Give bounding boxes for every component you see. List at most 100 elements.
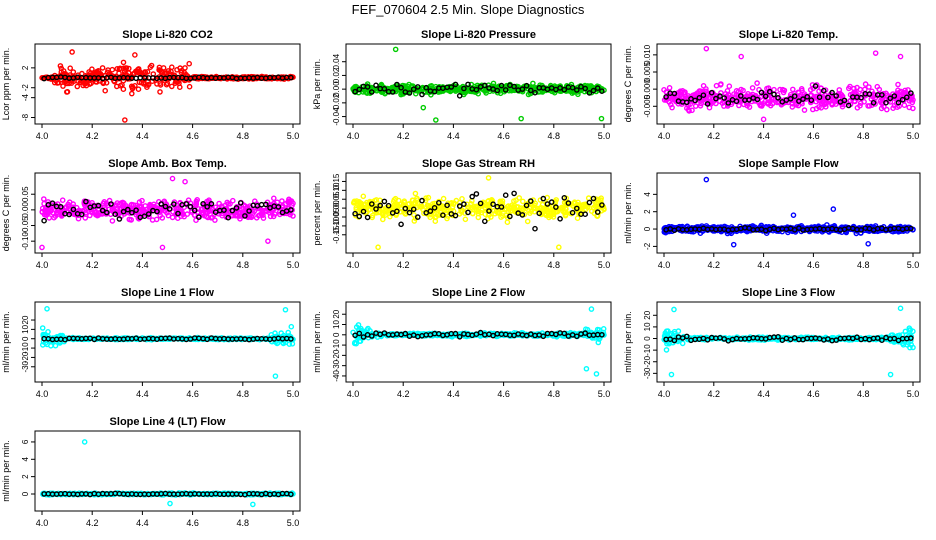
data-point xyxy=(82,215,89,221)
chart-title: Slope Sample Flow xyxy=(738,158,839,170)
data-point xyxy=(186,83,193,90)
reference-point xyxy=(141,213,148,219)
data-point xyxy=(432,218,439,224)
data-point xyxy=(506,87,512,94)
y-tick-label: 20 xyxy=(643,310,652,319)
reference-point xyxy=(246,208,252,214)
outlier-point xyxy=(593,371,600,377)
reference-point xyxy=(663,94,669,100)
outlier-point xyxy=(169,175,176,182)
data-point xyxy=(904,342,911,348)
reference-point xyxy=(671,90,678,97)
data-point xyxy=(353,340,360,347)
data-point xyxy=(910,328,916,335)
data-point xyxy=(139,197,145,204)
data-point xyxy=(801,107,808,113)
reference-point xyxy=(49,200,56,206)
outlier-point xyxy=(159,244,166,251)
y-tick-label: -2 xyxy=(21,84,30,92)
reference-point xyxy=(825,94,831,101)
data-point xyxy=(159,215,166,221)
y-tick-label: -0.10 xyxy=(332,216,341,235)
data-point xyxy=(491,207,497,214)
y-tick-label: -0.04 xyxy=(332,107,341,126)
reference-point xyxy=(594,209,601,215)
x-tick-label: 4.4 xyxy=(757,131,770,141)
reference-point xyxy=(519,212,526,218)
reference-point xyxy=(175,210,181,217)
reference-point xyxy=(419,91,425,98)
reference-point xyxy=(502,87,509,93)
plot-frame xyxy=(34,43,301,125)
reference-point xyxy=(242,213,248,219)
data-point xyxy=(114,83,120,90)
reference-point xyxy=(899,96,906,103)
outlier-point xyxy=(865,240,871,247)
reference-point xyxy=(904,94,910,101)
reference-point xyxy=(360,334,367,340)
x-tick-label: 4.2 xyxy=(708,131,721,141)
x-tick-label: 4.0 xyxy=(36,389,49,399)
reference-point xyxy=(356,213,363,220)
data-point xyxy=(138,79,145,86)
data-point xyxy=(177,65,183,71)
data-point xyxy=(901,102,908,108)
x-tick-label: 5.0 xyxy=(907,131,920,141)
outlier-point xyxy=(272,373,279,379)
data-point xyxy=(91,209,98,216)
data-point xyxy=(229,197,236,204)
reference-point xyxy=(582,330,589,336)
data-point xyxy=(692,91,698,98)
reference-point xyxy=(352,210,358,217)
reference-point xyxy=(895,99,902,106)
data-point xyxy=(40,342,46,348)
data-point xyxy=(520,198,526,205)
reference-point xyxy=(427,208,434,214)
reference-point xyxy=(586,199,593,206)
reference-point xyxy=(553,204,559,210)
reference-point xyxy=(170,201,177,207)
data-point xyxy=(109,66,116,73)
reference-point xyxy=(528,198,534,204)
reference-point xyxy=(377,202,384,209)
reference-point xyxy=(288,207,294,213)
y-tick-label: 2 xyxy=(643,209,652,214)
data-point xyxy=(158,68,164,74)
data-point xyxy=(749,85,756,91)
reference-point xyxy=(196,214,202,220)
y-tick-label: 0 xyxy=(21,491,30,496)
data-point xyxy=(42,205,49,212)
data-point xyxy=(813,98,819,105)
data-point xyxy=(131,70,138,76)
data-point xyxy=(153,216,160,223)
data-point xyxy=(207,207,214,214)
reference-point xyxy=(713,95,719,102)
reference-point xyxy=(502,192,509,198)
data-point xyxy=(895,81,901,88)
reference-point xyxy=(385,202,392,209)
data-point xyxy=(798,86,805,92)
data-point xyxy=(589,208,595,214)
x-tick-label: 4.0 xyxy=(36,260,49,270)
outlier-point xyxy=(671,306,677,313)
outlier-point xyxy=(420,104,427,111)
reference-point xyxy=(410,206,417,213)
data-point xyxy=(90,70,96,76)
data-point xyxy=(718,81,724,87)
reference-point xyxy=(419,197,425,204)
outlier-point xyxy=(122,117,128,123)
reference-point xyxy=(129,209,135,216)
reference-point xyxy=(565,200,572,206)
reference-point xyxy=(120,208,127,215)
reference-point xyxy=(414,214,421,220)
reference-point xyxy=(528,87,534,94)
reference-point xyxy=(473,86,480,93)
data-point xyxy=(475,214,482,221)
x-tick-label: 4.4 xyxy=(757,260,770,270)
data-point xyxy=(208,214,214,221)
data-point xyxy=(736,102,742,109)
